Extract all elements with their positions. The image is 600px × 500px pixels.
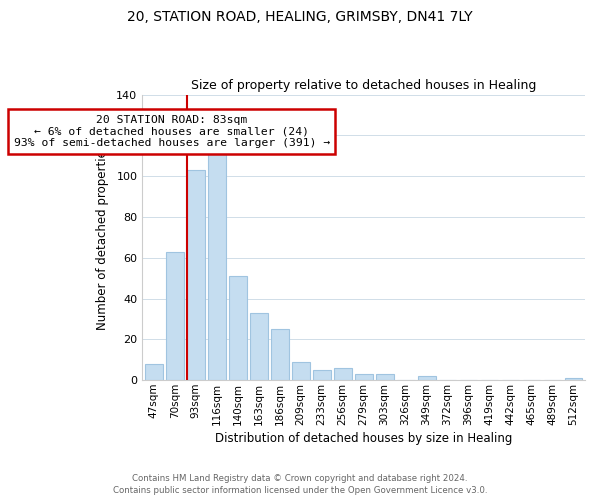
Title: Size of property relative to detached houses in Healing: Size of property relative to detached ho… [191,79,536,92]
Bar [565,378,583,380]
Text: 20 STATION ROAD: 83sqm
← 6% of detached houses are smaller (24)
93% of semi-deta: 20 STATION ROAD: 83sqm ← 6% of detached … [14,115,330,148]
Text: 20, STATION ROAD, HEALING, GRIMSBY, DN41 7LY: 20, STATION ROAD, HEALING, GRIMSBY, DN41… [127,10,473,24]
Bar [355,374,373,380]
X-axis label: Distribution of detached houses by size in Healing: Distribution of detached houses by size … [215,432,512,445]
Bar [187,170,205,380]
Bar [145,364,163,380]
Bar [208,148,226,380]
Bar [292,362,310,380]
Bar [250,313,268,380]
Bar [334,368,352,380]
Bar [166,252,184,380]
Y-axis label: Number of detached properties: Number of detached properties [97,144,109,330]
Bar [418,376,436,380]
Bar [271,329,289,380]
Bar [376,374,394,380]
Bar [229,276,247,380]
Bar [313,370,331,380]
Text: Contains HM Land Registry data © Crown copyright and database right 2024.
Contai: Contains HM Land Registry data © Crown c… [113,474,487,495]
